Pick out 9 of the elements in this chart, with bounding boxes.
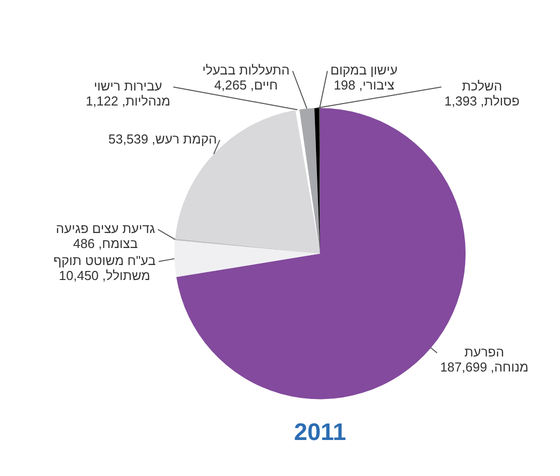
- slice-label: עישון במקום ציבורי, 198: [330, 62, 398, 93]
- slice-label: גדיעת עצים פגיעה בצומח, 486: [56, 221, 156, 252]
- slice-label: בע"ח משוטט תוקף משתולל, 10,450: [53, 253, 156, 284]
- slice-label: הפרעת מנוחה, 187,699: [440, 344, 528, 374]
- slice-label: עבירות רישוי מנהליות, 1,122: [86, 78, 170, 109]
- slice-label: התעללות בבעלי חיים, 4,265: [202, 62, 290, 93]
- slice-label: הקמת רעש, 53,539: [108, 131, 217, 146]
- slice-label: השלכת פסולת, 1,393: [444, 78, 520, 109]
- text: 2011: [294, 419, 346, 446]
